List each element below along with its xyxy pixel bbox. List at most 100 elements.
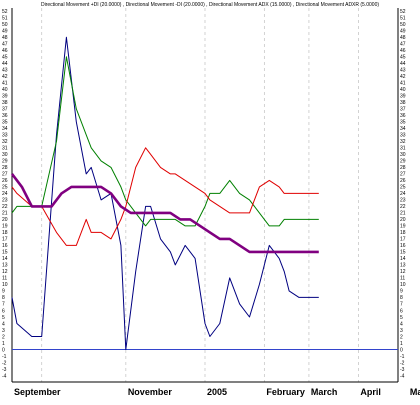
y-tick-label-left: 8 [2,295,5,301]
y-tick-label-right: 19 [400,224,406,230]
y-tick-label-left: 14 [2,256,8,262]
y-tick-label-left: -1 [2,354,7,360]
y-tick-label-left: 22 [2,204,8,210]
y-tick-label-right: 10 [400,282,406,288]
series-line-2 [11,56,319,227]
y-tick-label-left: 1 [2,341,5,347]
y-tick-label-right: 4 [400,321,403,327]
y-tick-label-left: 51 [2,16,8,22]
y-tick-label-right: 3 [400,328,403,334]
y-tick-label-right: 47 [400,42,406,48]
series-line-3 [11,147,319,246]
x-tick-label: May [410,387,420,397]
y-tick-label-left: 23 [2,198,8,204]
y-tick-label-left: 18 [2,230,8,236]
y-tick-label-left: 37 [2,107,8,113]
y-tick-label-left: 38 [2,100,8,106]
tick-layer: September November 2005 February March April M… [2,9,420,397]
y-tick-label-left: 19 [2,224,8,230]
y-tick-label-right: 15 [400,250,406,256]
x-tick-label: February [266,387,305,397]
y-tick-label-left: 28 [2,165,8,171]
y-tick-label-left: -2 [2,360,7,366]
y-tick-label-left: 31 [2,146,8,152]
y-tick-label-right: 49 [400,29,406,35]
y-tick-label-right: 17 [400,237,406,243]
y-tick-label-right: 42 [400,74,406,80]
y-tick-label-left: 10 [2,282,8,288]
y-tick-label-left: 33 [2,133,8,139]
y-tick-label-right: 46 [400,48,406,54]
y-tick-label-right: 21 [400,211,406,217]
y-tick-label-left: 27 [2,172,8,178]
y-tick-label-left: 15 [2,250,8,256]
y-tick-label-right: 13 [400,263,406,269]
x-tick-label: 2005 [207,387,227,397]
y-tick-label-right: 9 [400,289,403,295]
y-tick-label-left: 5 [2,315,5,321]
y-tick-label-right: 28 [400,165,406,171]
y-tick-label-left: 9 [2,289,5,295]
y-tick-label-right: 5 [400,315,403,321]
y-tick-label-left: 6 [2,308,5,314]
y-tick-label-left: 34 [2,126,8,132]
y-tick-label-right: 16 [400,243,406,249]
x-tick-label: September [14,387,61,397]
y-tick-label-left: 26 [2,178,8,184]
y-tick-label-left: 46 [2,48,8,54]
y-tick-label-right: 38 [400,100,406,106]
y-tick-label-right: 44 [400,61,406,67]
y-tick-label-left: 13 [2,263,8,269]
y-tick-label-right: -2 [400,360,405,366]
y-tick-label-right: 30 [400,152,406,158]
x-tick-label: November [128,387,173,397]
y-tick-label-right: 29 [400,159,406,165]
y-tick-label-left: 39 [2,94,8,100]
grid-layer [41,8,359,382]
y-tick-label-right: 34 [400,126,406,132]
y-tick-label-right: 25 [400,185,406,191]
y-tick-label-right: 27 [400,172,406,178]
y-tick-label-left: -3 [2,367,7,373]
y-tick-label-right: 52 [400,9,406,15]
y-tick-label-left: 40 [2,87,8,93]
y-tick-label-right: 20 [400,217,406,223]
series-line-4 [10,173,319,254]
y-tick-label-left: 0 [2,347,5,353]
y-tick-label-right: 26 [400,178,406,184]
y-tick-label-right: 6 [400,308,403,314]
y-tick-label-right: 37 [400,107,406,113]
y-tick-label-right: 18 [400,230,406,236]
y-tick-label-right: 14 [400,256,406,262]
y-tick-label-left: 47 [2,42,8,48]
y-tick-label-left: 4 [2,321,5,327]
y-tick-label-right: 8 [400,295,403,301]
y-tick-label-right: 41 [400,81,406,87]
y-tick-label-left: 11 [2,276,7,282]
y-tick-label-right: 12 [400,269,406,275]
y-tick-label-left: 48 [2,35,8,41]
y-tick-label-left: 20 [2,217,8,223]
y-tick-label-right: 51 [400,16,406,22]
y-tick-label-right: -1 [400,354,405,360]
y-tick-label-right: 24 [400,191,406,197]
y-tick-label-left: 45 [2,55,8,61]
y-tick-label-right: 35 [400,120,406,126]
y-tick-label-right: -3 [400,367,405,373]
y-tick-label-left: 17 [2,237,8,243]
y-tick-label-left: 50 [2,22,8,28]
y-tick-label-right: 48 [400,35,406,41]
y-tick-label-right: 31 [400,146,406,152]
y-tick-label-right: 11 [400,276,405,282]
x-tick-label: April [360,387,381,397]
y-tick-label-left: 7 [2,302,5,308]
y-tick-label-left: 21 [2,211,8,217]
y-tick-label-left: 12 [2,269,8,275]
y-tick-label-left: 3 [2,328,5,334]
y-tick-label-right: -4 [400,373,405,379]
series-layer [10,36,319,350]
y-tick-label-left: 29 [2,159,8,165]
y-tick-label-left: 44 [2,61,8,67]
y-tick-label-right: 40 [400,87,406,93]
